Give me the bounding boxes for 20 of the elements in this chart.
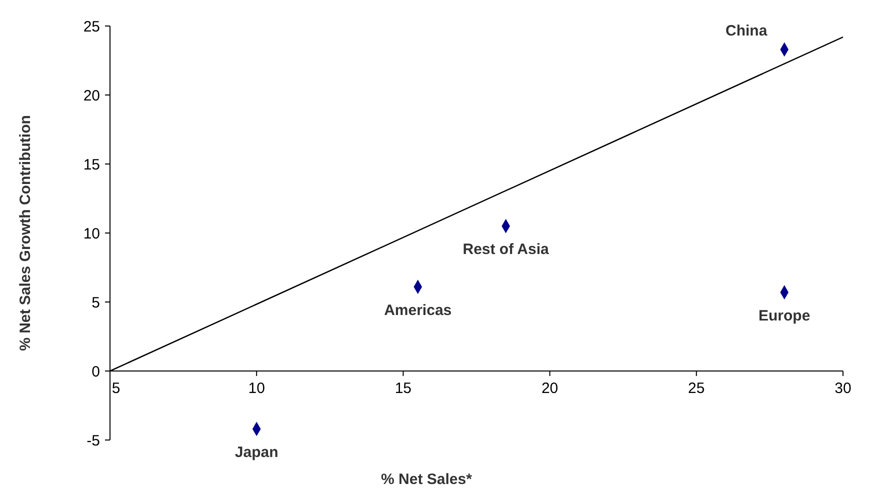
y-tick-label: 25 <box>83 18 100 36</box>
x-tick-label: 15 <box>394 380 412 397</box>
y-tick-label: 15 <box>83 156 100 174</box>
y-tick-label: 10 <box>83 225 100 242</box>
y-tick-label: -5 <box>86 432 100 450</box>
x-tick-label: 30 <box>834 380 852 397</box>
x-tick-label: 10 <box>248 380 265 397</box>
annotation: Rest of Asia <box>462 241 550 258</box>
x-tick-label: 20 <box>541 380 558 397</box>
y-tick-label: 20 <box>83 87 100 104</box>
y-tick-label: 0 <box>92 363 100 380</box>
x-axis-title: % Net Sales* <box>381 471 472 488</box>
y-tick-label: 5 <box>92 294 100 312</box>
x-tick-label: 5 <box>112 380 120 397</box>
annotation: Americas <box>384 302 452 319</box>
annotation: Japan <box>234 444 278 461</box>
annotation: China <box>726 22 768 40</box>
y-axis-title: % Net Sales Growth Contribution <box>17 115 34 351</box>
annotation: Europe <box>758 307 810 324</box>
x-tick-label: 25 <box>688 380 705 397</box>
